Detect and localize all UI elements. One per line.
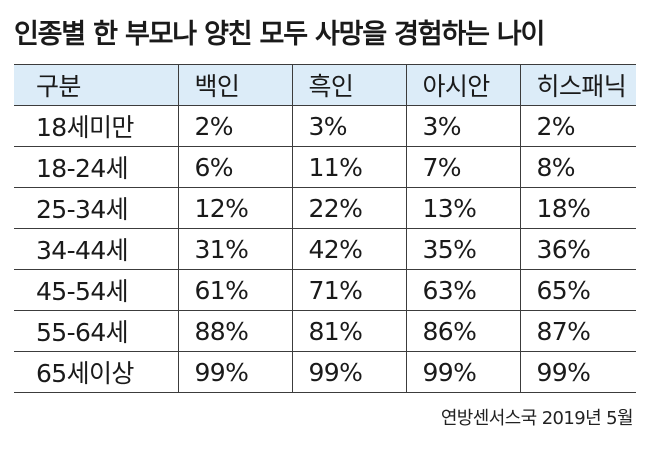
asian-value-cell: 7%: [405, 146, 520, 188]
age-group-cell: 65세이상: [14, 351, 178, 393]
hispanic-value-cell: 87%: [519, 310, 636, 352]
table-row: 65세이상 99% 99% 99% 99%: [14, 351, 636, 393]
table-header-row: 구분 백인 흑인 아시안 히스패닉: [14, 64, 636, 106]
white-value-cell: 31%: [177, 228, 292, 270]
white-value-cell: 99%: [177, 351, 292, 393]
hispanic-value-cell: 8%: [519, 146, 636, 188]
table-row: 18세미만 2% 3% 3% 2%: [14, 105, 636, 147]
table-row: 34-44세 31% 42% 35% 36%: [14, 228, 636, 270]
age-group-cell: 25-34세: [14, 187, 178, 229]
asian-value-cell: 63%: [405, 269, 520, 311]
table-row: 25-34세 12% 22% 13% 18%: [14, 187, 636, 229]
white-value-cell: 2%: [177, 105, 292, 147]
black-value-cell: 3%: [291, 105, 406, 147]
age-group-cell: 18세미만: [14, 105, 178, 147]
header-asian: 아시안: [405, 64, 520, 106]
table-title: 인종별 한 부모나 양친 모두 사망을 경험하는 나이: [14, 19, 545, 50]
data-table: 구분 백인 흑인 아시안 히스패닉 18세미만 2% 3% 3% 2% 18-2…: [14, 64, 636, 393]
black-value-cell: 22%: [291, 187, 406, 229]
source-note: 연방센서스국 2019년 5월: [440, 408, 634, 429]
asian-value-cell: 35%: [405, 228, 520, 270]
black-value-cell: 71%: [291, 269, 406, 311]
white-value-cell: 88%: [177, 310, 292, 352]
asian-value-cell: 99%: [405, 351, 520, 393]
header-white: 백인: [177, 64, 292, 106]
age-group-cell: 34-44세: [14, 228, 178, 270]
age-group-cell: 18-24세: [14, 146, 178, 188]
black-value-cell: 99%: [291, 351, 406, 393]
header-hispanic: 히스패닉: [519, 64, 636, 106]
black-value-cell: 11%: [291, 146, 406, 188]
hispanic-value-cell: 36%: [519, 228, 636, 270]
white-value-cell: 61%: [177, 269, 292, 311]
header-category: 구분: [14, 64, 178, 106]
age-group-cell: 45-54세: [14, 269, 178, 311]
header-black: 흑인: [291, 64, 406, 106]
white-value-cell: 6%: [177, 146, 292, 188]
hispanic-value-cell: 65%: [519, 269, 636, 311]
hispanic-value-cell: 18%: [519, 187, 636, 229]
asian-value-cell: 13%: [405, 187, 520, 229]
black-value-cell: 42%: [291, 228, 406, 270]
white-value-cell: 12%: [177, 187, 292, 229]
age-group-cell: 55-64세: [14, 310, 178, 352]
hispanic-value-cell: 2%: [519, 105, 636, 147]
table-row: 55-64세 88% 81% 86% 87%: [14, 310, 636, 352]
asian-value-cell: 3%: [405, 105, 520, 147]
asian-value-cell: 86%: [405, 310, 520, 352]
black-value-cell: 81%: [291, 310, 406, 352]
table-row: 45-54세 61% 71% 63% 65%: [14, 269, 636, 311]
hispanic-value-cell: 99%: [519, 351, 636, 393]
table-row: 18-24세 6% 11% 7% 8%: [14, 146, 636, 188]
